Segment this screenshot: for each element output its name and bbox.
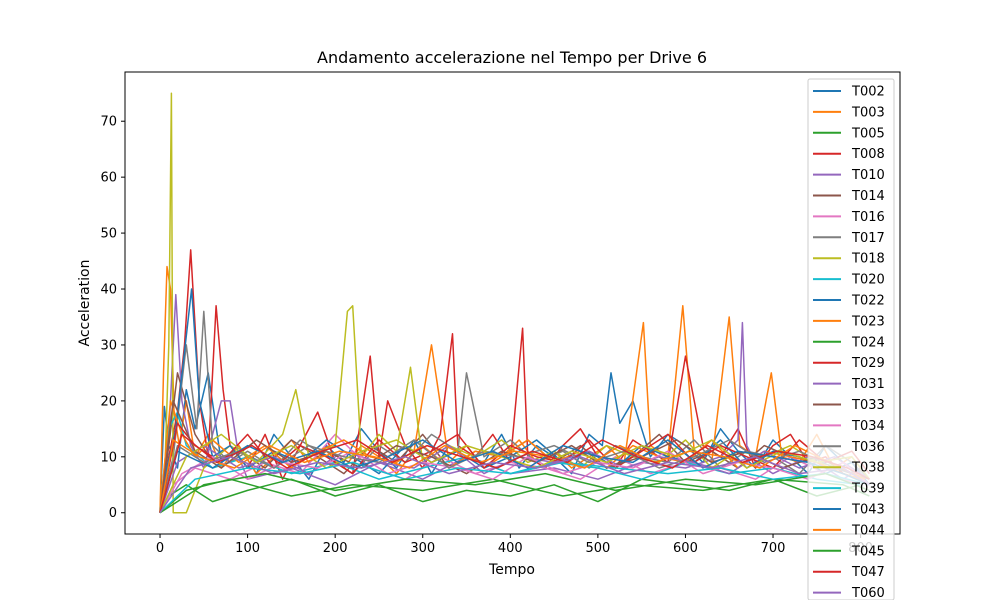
series-line-T016 xyxy=(159,433,861,514)
legend-label: T017 xyxy=(851,231,885,246)
legend-label: T016 xyxy=(851,210,885,225)
legend-label: T002 xyxy=(851,85,885,100)
legend-label: T047 xyxy=(851,565,885,580)
legend-label: T024 xyxy=(851,335,885,350)
legend-label: T031 xyxy=(851,377,885,392)
legend-label: T020 xyxy=(851,273,885,288)
x-tick-label: 600 xyxy=(673,541,698,556)
legend-label: T029 xyxy=(851,356,885,371)
legend-label: T018 xyxy=(851,252,885,267)
x-tick-label: 300 xyxy=(410,541,435,556)
legend-box xyxy=(807,78,895,600)
y-tick-label: 40 xyxy=(100,283,117,298)
legend-label: T033 xyxy=(851,398,885,413)
series-line-T005 xyxy=(159,478,861,514)
legend-label: T060 xyxy=(851,586,885,600)
y-tick-label: 30 xyxy=(100,338,117,353)
plot-frame xyxy=(124,71,901,535)
legend-label: T044 xyxy=(851,523,885,538)
legend-label: T039 xyxy=(851,482,885,497)
series-line-T047 xyxy=(159,433,870,513)
x-tick-label: 400 xyxy=(498,541,523,556)
chart-title: Andamento accelerazione nel Tempo per Dr… xyxy=(317,48,707,67)
legend-label: T008 xyxy=(851,147,885,162)
series-line-T018 xyxy=(159,92,862,514)
legend-label: T036 xyxy=(851,440,885,455)
series-line-T045 xyxy=(159,472,870,514)
legend-label: T014 xyxy=(851,189,885,204)
legend-label: T005 xyxy=(851,126,885,141)
x-tick-label: 500 xyxy=(585,541,610,556)
x-tick-label: 200 xyxy=(323,541,348,556)
series-line-T060 xyxy=(159,456,870,514)
x-tick-label: 0 xyxy=(156,541,164,556)
y-tick-label: 60 xyxy=(100,171,117,186)
y-tick-label: 10 xyxy=(100,450,117,465)
series-line-T029 xyxy=(159,422,870,513)
y-tick-label: 70 xyxy=(100,115,117,130)
series-line-T036 xyxy=(159,439,870,513)
legend-label: T043 xyxy=(851,503,885,518)
x-tick-label: 700 xyxy=(761,541,786,556)
series-line-T017 xyxy=(159,310,870,513)
legend-label: T010 xyxy=(851,168,885,183)
x-axis-label: Tempo xyxy=(488,562,535,578)
y-axis-label: Acceleration xyxy=(77,260,93,347)
legend-label: T023 xyxy=(851,314,885,329)
legend-label: T038 xyxy=(851,461,885,476)
legend-label: T034 xyxy=(851,419,885,434)
legend: T002 T003 T005 T008 T010 T014 T016 T017 T018 T020… xyxy=(807,78,895,600)
legend-label: T022 xyxy=(851,294,885,309)
y-tick-label: 0 xyxy=(109,506,117,521)
y-tick-label: 20 xyxy=(100,394,117,409)
y-tick-label: 50 xyxy=(100,227,117,242)
plot-lines xyxy=(159,92,870,514)
legend-label: T003 xyxy=(851,105,885,120)
legend-label: T045 xyxy=(851,544,885,559)
x-tick-label: 100 xyxy=(235,541,260,556)
y-axis: 0 10 20 30 40 50 60 70 xyxy=(100,115,125,521)
